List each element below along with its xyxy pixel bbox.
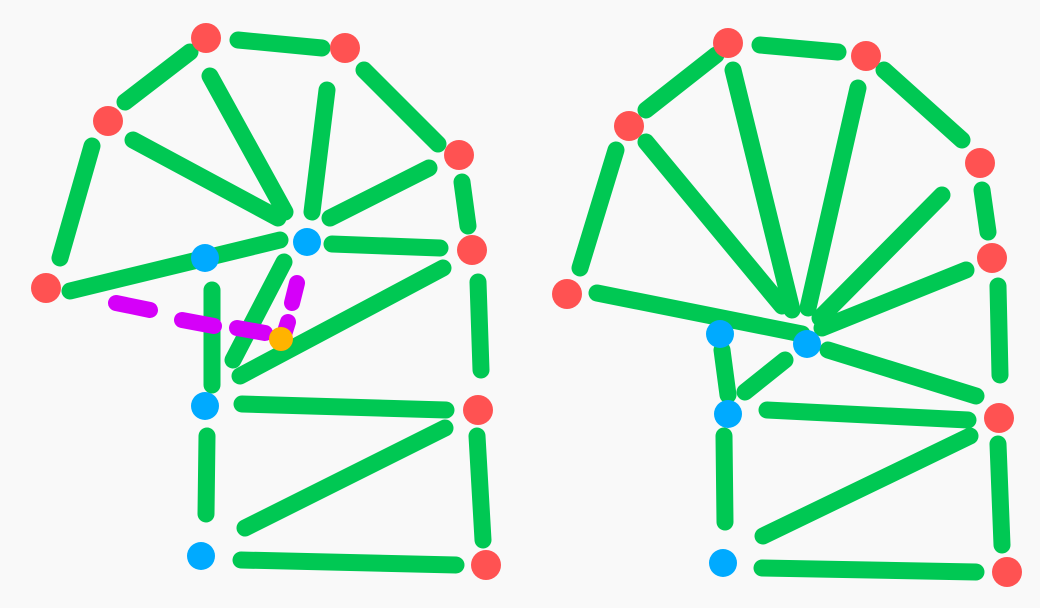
boundary-node bbox=[444, 140, 474, 170]
inner-node bbox=[709, 549, 737, 577]
edge-stroke bbox=[571, 141, 625, 277]
edge-stroke bbox=[236, 419, 454, 537]
edge-stroke bbox=[799, 79, 867, 317]
boundary-node bbox=[984, 403, 1014, 433]
edge-stroke bbox=[303, 81, 336, 221]
highlight-path-dash bbox=[284, 275, 305, 311]
inner-node bbox=[191, 244, 219, 272]
boundary-node bbox=[713, 28, 743, 58]
edge-stroke bbox=[724, 61, 801, 319]
edge-stroke bbox=[323, 235, 449, 257]
inner-node bbox=[187, 542, 215, 570]
highlight-node bbox=[269, 327, 293, 351]
edge-stroke bbox=[124, 131, 287, 227]
highlight-path-dash bbox=[174, 312, 222, 334]
inner-node bbox=[706, 320, 734, 348]
edge-stroke bbox=[758, 401, 977, 429]
edge-stroke bbox=[321, 159, 438, 227]
edge-stroke bbox=[989, 435, 1011, 554]
edge-stroke bbox=[197, 427, 216, 523]
edge-stroke bbox=[588, 284, 811, 343]
boundary-node bbox=[471, 550, 501, 580]
edge-stroke bbox=[637, 46, 725, 119]
edge-stroke bbox=[233, 395, 455, 419]
edge-stroke bbox=[819, 341, 985, 405]
boundary-node bbox=[457, 235, 487, 265]
boundary-node bbox=[463, 395, 493, 425]
edge-stroke bbox=[355, 61, 447, 153]
boundary-node bbox=[992, 557, 1022, 587]
edge-stroke bbox=[989, 277, 1009, 384]
edge-stroke bbox=[713, 341, 737, 404]
edge-stroke bbox=[61, 231, 289, 300]
boundary-node bbox=[965, 148, 995, 178]
edge-stroke bbox=[751, 36, 847, 61]
edge-stroke bbox=[229, 31, 331, 57]
edge-stroke bbox=[201, 67, 294, 221]
boundary-node bbox=[552, 279, 582, 309]
boundary-node bbox=[330, 33, 360, 63]
edge-stroke bbox=[875, 61, 971, 149]
highlight-path-dash bbox=[108, 295, 158, 318]
inner-node bbox=[793, 330, 821, 358]
edge-stroke bbox=[811, 186, 951, 327]
edge-stroke bbox=[715, 427, 734, 531]
boundary-node bbox=[851, 41, 881, 71]
edge-stroke bbox=[753, 559, 985, 581]
edge-stroke bbox=[224, 253, 293, 369]
edge-stroke bbox=[736, 351, 794, 401]
boundary-node bbox=[93, 106, 123, 136]
panel-after bbox=[552, 28, 1022, 587]
inner-node bbox=[191, 392, 219, 420]
inner-node bbox=[293, 228, 321, 256]
edge-stroke bbox=[813, 261, 975, 337]
boundary-node bbox=[977, 243, 1007, 273]
panel-before bbox=[31, 23, 501, 580]
edge-stroke bbox=[637, 133, 791, 315]
edge-stroke bbox=[754, 427, 979, 545]
edge-stroke bbox=[973, 181, 997, 241]
edge-stroke bbox=[469, 273, 490, 379]
boundary-node bbox=[191, 23, 221, 53]
edge-stroke bbox=[51, 137, 101, 267]
edge-stroke bbox=[116, 43, 199, 111]
edge-stroke bbox=[231, 259, 452, 385]
edge-stroke bbox=[468, 427, 492, 549]
highlight-path-dash bbox=[229, 320, 273, 341]
edge-stroke bbox=[453, 173, 477, 235]
boundary-node bbox=[614, 111, 644, 141]
boundary-node bbox=[31, 273, 61, 303]
inner-node bbox=[714, 400, 742, 428]
edge-stroke bbox=[232, 551, 465, 574]
